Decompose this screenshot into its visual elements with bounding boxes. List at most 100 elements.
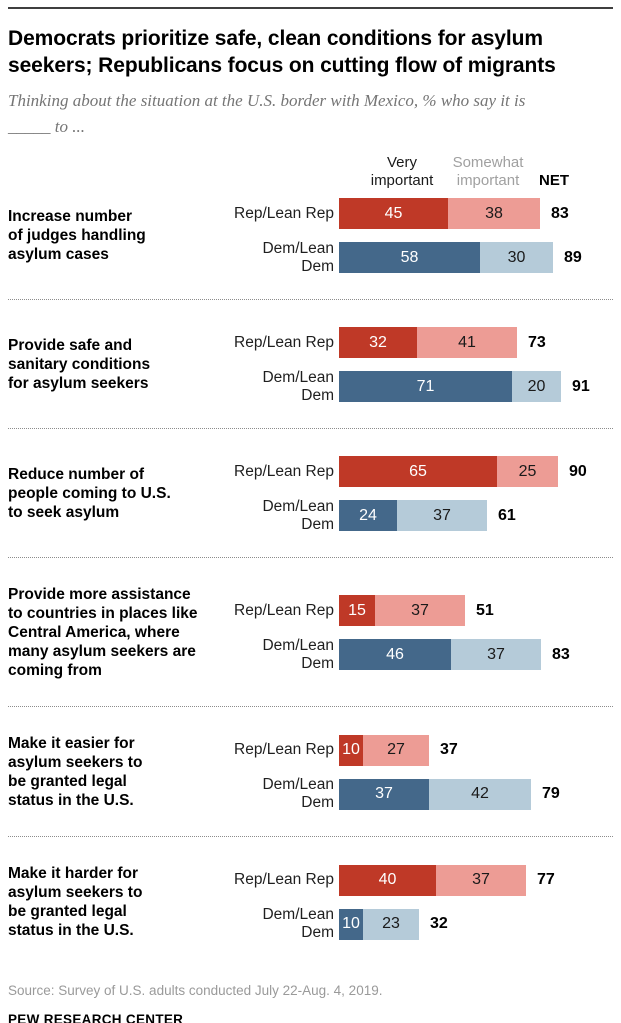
- stacked-bar: 24 37: [339, 500, 487, 532]
- bar-row-rep: Rep/Lean Rep 15 37 51: [230, 595, 613, 627]
- bar-rows: Rep/Lean Rep 10 27 37 Dem/Lean Dem 37 42…: [230, 734, 613, 812]
- bar-segment-very-important: 45: [339, 198, 448, 230]
- party-label: Rep/Lean Rep: [234, 601, 334, 619]
- bar-segment-somewhat-important: 20: [512, 371, 561, 403]
- bar-segment-somewhat-important: 37: [436, 864, 526, 896]
- party-label: Dem/Lean Dem: [262, 368, 334, 404]
- bar-rows: Rep/Lean Rep 65 25 90 Dem/Lean Dem 24 37…: [230, 456, 613, 533]
- party-label: Rep/Lean Rep: [234, 871, 334, 889]
- question-label: Provide more assistance to countries in …: [8, 586, 198, 680]
- pew-research-center-wordmark: PEW RESEARCH CENTER: [8, 1012, 184, 1023]
- bar-segment-somewhat-important: 37: [451, 639, 541, 671]
- net-value: 90: [569, 462, 587, 480]
- net-value: 83: [552, 645, 570, 663]
- net-value: 89: [564, 248, 582, 266]
- bar-segment-very-important: 32: [339, 327, 417, 359]
- question-label: Increase number of judges handling asylu…: [8, 208, 146, 264]
- stacked-bar: 45 38: [339, 198, 540, 230]
- net-value: 83: [551, 204, 569, 222]
- bar-segment-somewhat-important: 37: [375, 595, 465, 627]
- question-label: Provide safe and sanitary conditions for…: [8, 337, 151, 393]
- party-label: Dem/Lean Dem: [262, 776, 334, 812]
- net-value: 37: [440, 741, 458, 759]
- column-header-very-important: Very important: [370, 154, 434, 190]
- top-rule: [8, 7, 613, 9]
- question-group-assistance: Provide more assistance to countries in …: [8, 557, 613, 706]
- net-value: 61: [498, 506, 516, 524]
- bar-row-rep: Rep/Lean Rep 40 37 77: [230, 864, 613, 896]
- chart-title: Democrats prioritize safe, clean conditi…: [8, 27, 556, 77]
- bar-row-dem: Dem/Lean Dem 58 30 89: [230, 239, 613, 275]
- question-group-judges: Increase number of judges handling asylu…: [8, 191, 613, 299]
- bar-row-rep: Rep/Lean Rep 32 41 73: [230, 327, 613, 359]
- question-label: Reduce number of people coming to U.S. t…: [8, 466, 171, 522]
- column-headers: Very important Somewhat important NET: [8, 145, 613, 191]
- net-value: 32: [430, 915, 448, 933]
- question-group-harder-legal-status: Make it harder for asylum seekers to be …: [8, 836, 613, 966]
- stacked-bar: 37 42: [339, 778, 531, 810]
- bar-row-dem: Dem/Lean Dem 71 20 91: [230, 368, 613, 404]
- question-group-easier-legal-status: Make it easier for asylum seekers to be …: [8, 706, 613, 836]
- stacked-bar: 40 37: [339, 864, 526, 896]
- bar-segment-somewhat-important: 42: [429, 778, 531, 810]
- bar-segment-very-important: 10: [339, 908, 363, 940]
- column-header-net: NET: [539, 172, 569, 190]
- stacked-bar: 10 27: [339, 734, 429, 766]
- bar-row-dem: Dem/Lean Dem 37 42 79: [230, 776, 613, 812]
- source-note: Source: Survey of U.S. adults conducted …: [8, 983, 383, 999]
- bar-segment-very-important: 65: [339, 456, 497, 488]
- bar-row-dem: Dem/Lean Dem 24 37 61: [230, 497, 613, 533]
- stacked-bar: 15 37: [339, 595, 465, 627]
- stacked-bar: 46 37: [339, 639, 541, 671]
- net-value: 79: [542, 785, 560, 803]
- bar-segment-somewhat-important: 41: [417, 327, 517, 359]
- bar-rows: Rep/Lean Rep 45 38 83 Dem/Lean Dem 58 30…: [230, 198, 613, 275]
- bar-row-dem: Dem/Lean Dem 46 37 83: [230, 636, 613, 672]
- bar-row-rep: Rep/Lean Rep 45 38 83: [230, 198, 613, 230]
- bar-row-dem: Dem/Lean Dem 10 23 32: [230, 906, 613, 941]
- bar-rows: Rep/Lean Rep 15 37 51 Dem/Lean Dem 46 37…: [230, 595, 613, 672]
- bar-rows: Rep/Lean Rep 32 41 73 Dem/Lean Dem 71 20…: [230, 327, 613, 404]
- question-group-reduce-number: Reduce number of people coming to U.S. t…: [8, 428, 613, 557]
- bar-segment-very-important: 37: [339, 778, 429, 810]
- subtitle-line-1: Thinking about the situation at the U.S.…: [8, 91, 526, 111]
- party-label: Dem/Lean Dem: [262, 497, 334, 533]
- column-header-somewhat-important: Somewhat important: [452, 154, 524, 190]
- bar-segment-somewhat-important: 23: [363, 908, 419, 940]
- party-label: Rep/Lean Rep: [234, 204, 334, 222]
- question-group-safe-conditions: Provide safe and sanitary conditions for…: [8, 299, 613, 428]
- bar-segment-somewhat-important: 27: [363, 734, 429, 766]
- party-label: Rep/Lean Rep: [234, 462, 334, 480]
- bar-segment-somewhat-important: 25: [497, 456, 558, 488]
- question-label: Make it easier for asylum seekers to be …: [8, 735, 143, 810]
- stacked-bar: 58 30: [339, 242, 553, 274]
- bar-segment-very-important: 40: [339, 864, 436, 896]
- bar-segment-very-important: 71: [339, 371, 512, 403]
- net-value: 51: [476, 601, 494, 619]
- bar-segment-somewhat-important: 37: [397, 500, 487, 532]
- party-label: Rep/Lean Rep: [234, 741, 334, 759]
- bar-segment-very-important: 58: [339, 242, 480, 274]
- bar-segment-very-important: 46: [339, 639, 451, 671]
- bar-row-rep: Rep/Lean Rep 10 27 37: [230, 734, 613, 766]
- stacked-bar: 32 41: [339, 327, 517, 359]
- bar-segment-somewhat-important: 30: [480, 242, 553, 274]
- net-value: 91: [572, 377, 590, 395]
- bar-segment-very-important: 15: [339, 595, 375, 627]
- bar-row-rep: Rep/Lean Rep 65 25 90: [230, 456, 613, 488]
- stacked-bar: 71 20: [339, 371, 561, 403]
- bar-rows: Rep/Lean Rep 40 37 77 Dem/Lean Dem 10 23…: [230, 864, 613, 941]
- party-label: Dem/Lean Dem: [262, 239, 334, 275]
- subtitle-line-2: _____ to ...: [8, 116, 85, 136]
- bar-segment-somewhat-important: 38: [448, 198, 540, 230]
- party-label: Rep/Lean Rep: [234, 333, 334, 351]
- stacked-bar: 65 25: [339, 456, 558, 488]
- stacked-bar: 10 23: [339, 908, 419, 940]
- net-value: 77: [537, 871, 555, 889]
- net-value: 73: [528, 333, 546, 351]
- chart-subtitle: Thinking about the situation at the U.S.…: [8, 88, 613, 139]
- party-label: Dem/Lean Dem: [262, 636, 334, 672]
- bar-segment-very-important: 24: [339, 500, 397, 532]
- bar-segment-very-important: 10: [339, 734, 363, 766]
